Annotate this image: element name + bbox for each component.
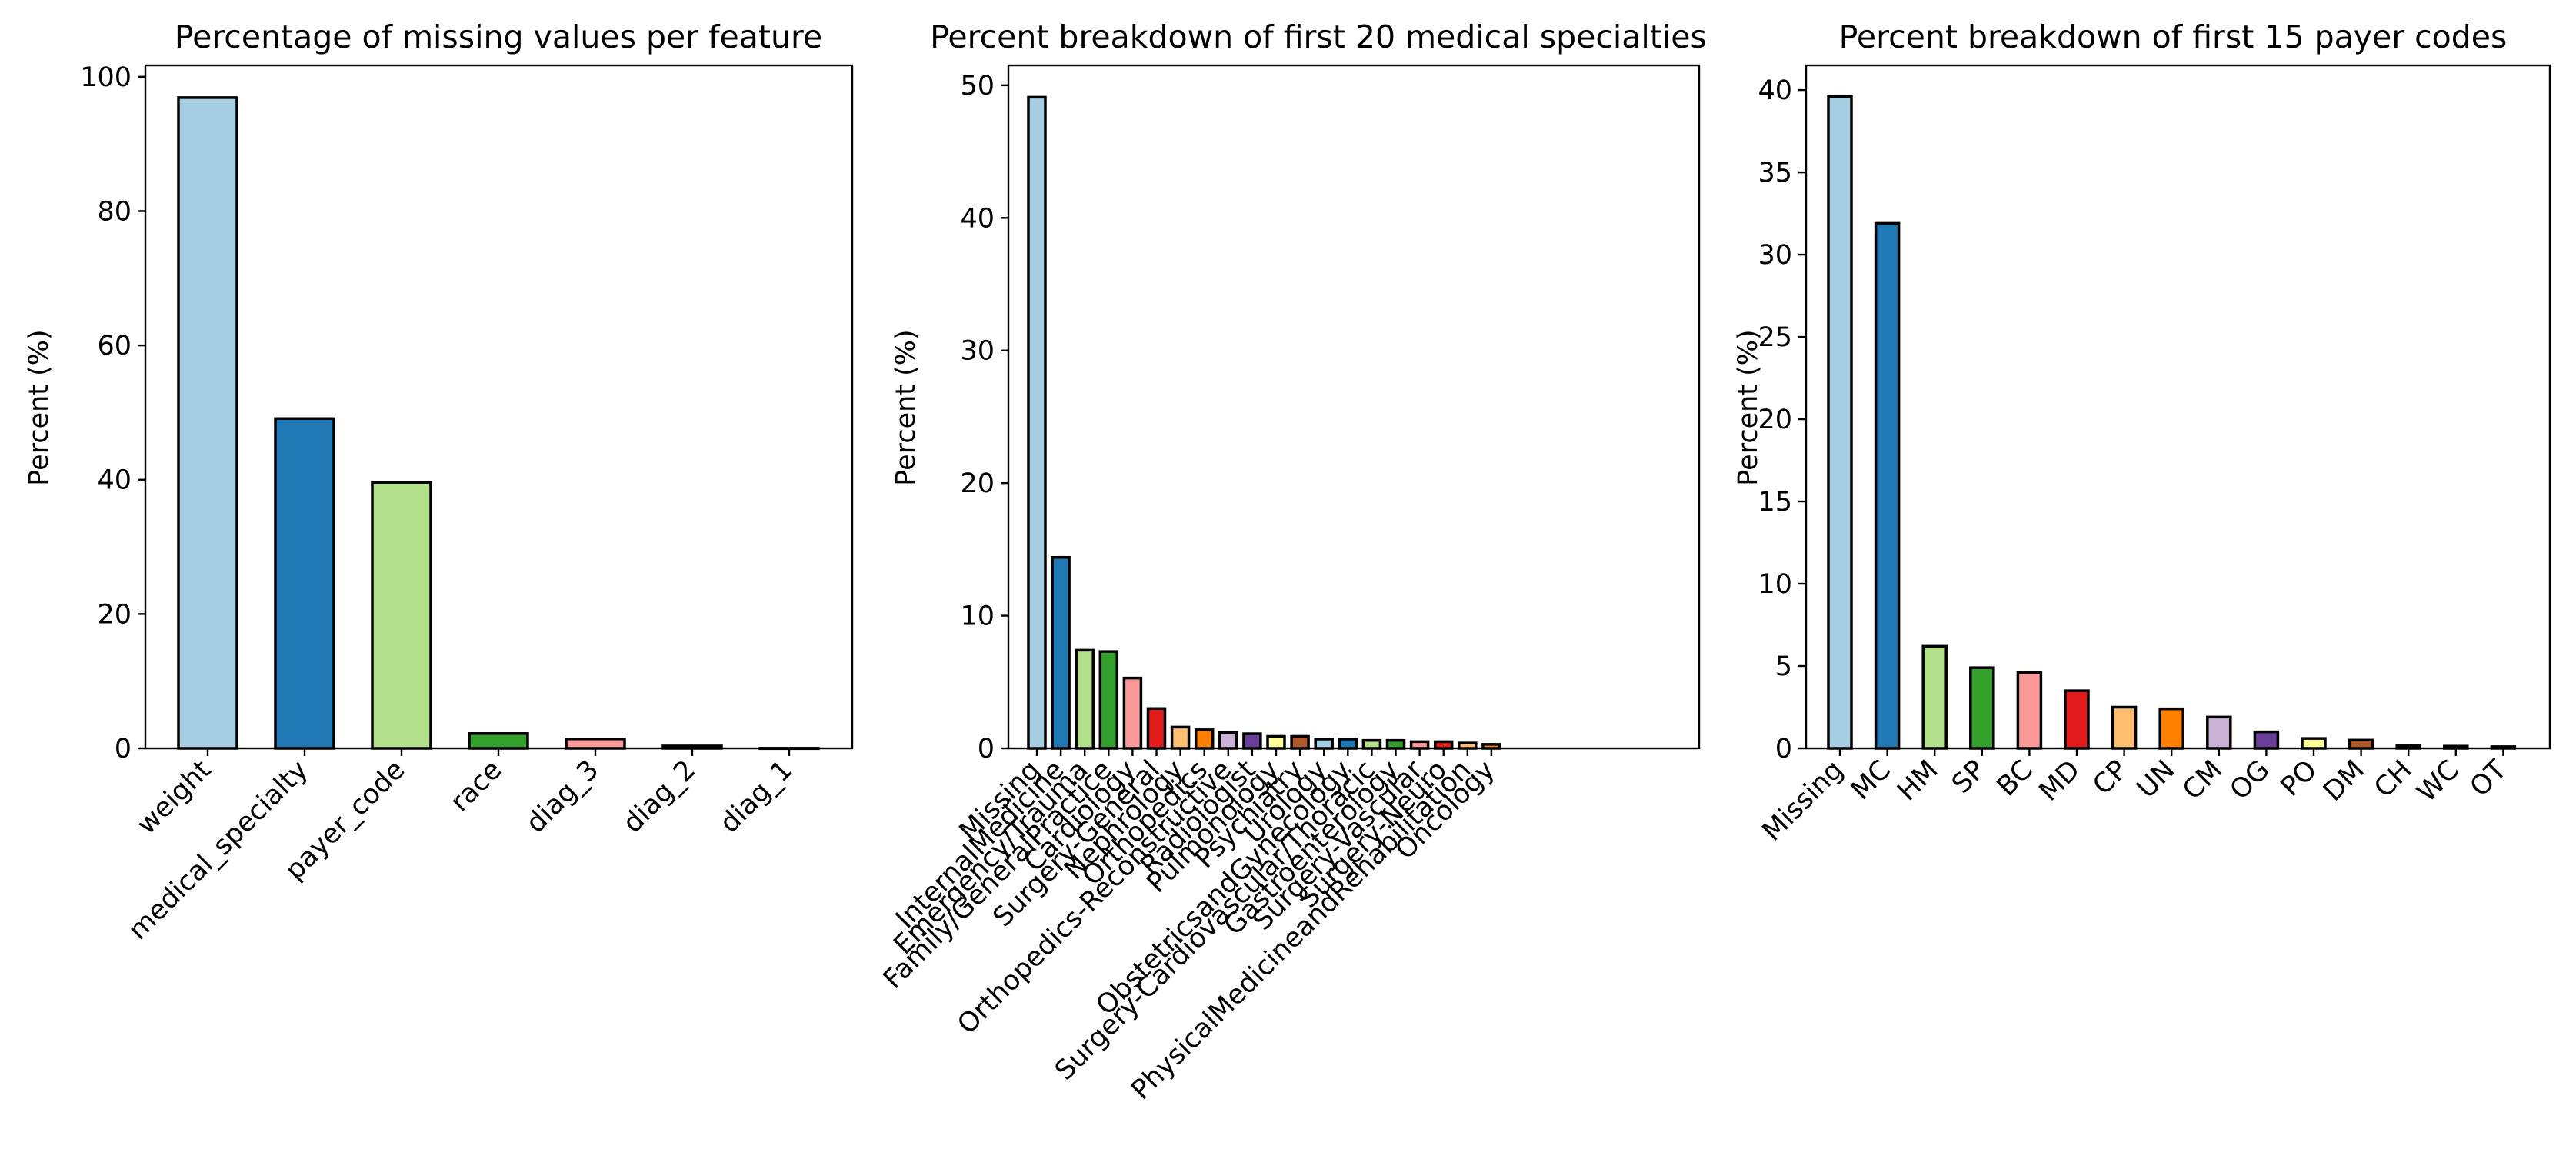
bar-urology xyxy=(1314,738,1334,750)
y-tick-label: 0 xyxy=(115,734,132,764)
y-axis-label: Percent (%) xyxy=(1733,329,1764,485)
y-tick-label: 60 xyxy=(97,331,132,361)
plot-frame xyxy=(1007,64,1701,750)
chart-title: Percent breakdown of first 15 payer code… xyxy=(1839,18,2508,55)
bar-og xyxy=(2253,730,2280,750)
bar-orthopedics xyxy=(1194,728,1215,750)
y-tick-label: 30 xyxy=(960,336,995,367)
bar-diag-3 xyxy=(565,738,626,750)
chart-title: Percentage of missing values per feature xyxy=(175,18,822,55)
bar-surgery-cardiovascular-thoracic xyxy=(1361,738,1382,750)
bar-dm xyxy=(2348,738,2374,750)
y-tick-label: 80 xyxy=(97,196,132,227)
bar-missing xyxy=(1827,95,1853,750)
y-tick-label: 20 xyxy=(960,468,995,499)
y-tick-label: 15 xyxy=(1758,487,1792,518)
bar-md xyxy=(2064,689,2090,750)
y-tick-label: 20 xyxy=(1758,405,1792,435)
y-tick-label: 40 xyxy=(97,465,132,496)
bar-race xyxy=(468,732,529,750)
bar-pulmonology xyxy=(1266,734,1286,750)
y-tick-label: 25 xyxy=(1758,322,1792,353)
y-tick-label: 40 xyxy=(1758,75,1792,106)
y-tick-label: 35 xyxy=(1758,158,1792,188)
bar-po xyxy=(2301,737,2327,750)
bar-bc xyxy=(2016,671,2043,750)
plot-frame xyxy=(144,64,854,750)
bar-sp xyxy=(1969,666,1995,750)
bar-weight xyxy=(177,96,238,750)
bar-surgery-neuro xyxy=(1433,740,1454,750)
bar-surgery-vascular xyxy=(1409,740,1430,750)
bar-orthopedics-reconstructive xyxy=(1218,731,1238,750)
y-tick-label: 30 xyxy=(1758,240,1792,271)
bar-medical-specialty xyxy=(274,417,335,750)
y-axis-ticks: 0 10 20 30 40 50 xyxy=(960,71,1008,764)
y-tick-label: 10 xyxy=(960,601,995,632)
bar-radiologist xyxy=(1242,732,1262,750)
bar-obstetricsandgynecology xyxy=(1338,738,1358,750)
bar-surgery-general xyxy=(1146,707,1167,750)
bar-missing xyxy=(1027,95,1047,750)
y-tick-label: 50 xyxy=(960,71,995,102)
bar-cardiology xyxy=(1122,676,1143,750)
bars xyxy=(177,96,820,751)
bar-un xyxy=(2158,707,2184,750)
y-tick-label: 100 xyxy=(80,62,132,93)
chart-title: Percent breakdown of first 20 medical sp… xyxy=(930,18,1707,55)
bar-internalmedicine xyxy=(1051,555,1071,750)
y-tick-label: 40 xyxy=(960,203,995,234)
bar-gastroenterology xyxy=(1385,738,1406,750)
y-axis-ticks: 0 5 10 15 20 25 30 35 40 xyxy=(1758,75,1806,764)
bar-nephrology xyxy=(1170,725,1191,750)
bar-hm xyxy=(1921,644,1948,750)
bar-emergency-trauma xyxy=(1075,648,1095,750)
y-axis-label: Percent (%) xyxy=(891,329,921,485)
y-tick-label: 10 xyxy=(1758,569,1792,600)
bar-psychiatry xyxy=(1290,734,1310,750)
y-axis-ticks: 0 20 40 60 80 100 xyxy=(80,62,145,764)
y-tick-label: 20 xyxy=(97,599,132,630)
bar-cp xyxy=(2111,705,2138,750)
plot-frame xyxy=(1805,64,2551,750)
bar-payer-code xyxy=(371,481,432,750)
bar-mc xyxy=(1874,221,1901,750)
y-axis-label: Percent (%) xyxy=(24,329,55,485)
y-tick-label: 0 xyxy=(1775,734,1792,764)
y-tick-label: 0 xyxy=(978,734,995,764)
bar-cm xyxy=(2206,715,2232,750)
y-tick-label: 5 xyxy=(1775,651,1792,682)
bar-family-generalpractice xyxy=(1098,650,1119,750)
